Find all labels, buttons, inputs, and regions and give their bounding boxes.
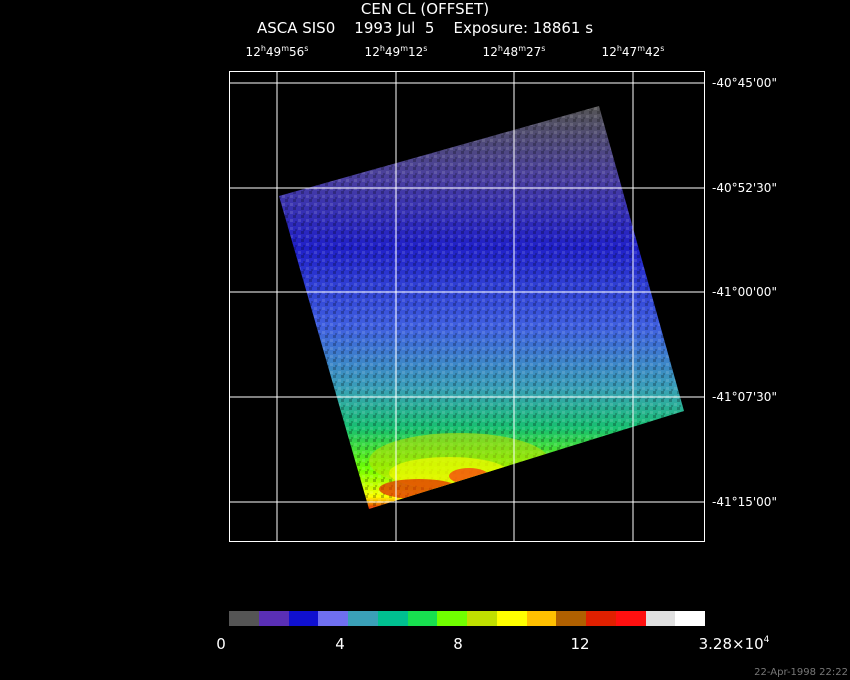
coordinate-grid: [229, 71, 705, 542]
colorbar-segment-2: [288, 611, 319, 626]
colorbar-segment-15: [675, 611, 705, 626]
dec-tick-label-3: -41°00'00": [712, 285, 777, 299]
ra-tick-label-1: 12h49m56s: [245, 44, 309, 59]
colorbar-segment-1: [258, 611, 289, 626]
colorbar-segment-4: [348, 611, 378, 626]
colorbar-label-4: 4: [335, 635, 345, 653]
colorbar-segment-11: [556, 611, 586, 626]
colorbar-segment-14: [645, 611, 676, 626]
ra-tick-label-4: 12h47m42s: [601, 44, 665, 59]
dec-tick-label-4: -41°07'30": [712, 390, 777, 404]
dec-tick-label-2: -40°52'30": [712, 181, 777, 195]
dec-tick-label-1: -40°45'00": [712, 76, 777, 90]
colorbar-segment-9: [496, 611, 527, 626]
ra-tick-label-3: 12h48m27s: [482, 44, 546, 59]
colorbar-segment-8: [467, 611, 497, 626]
colorbar-segment-12: [586, 611, 616, 626]
colorbar-segment-3: [318, 611, 348, 626]
image-subtitle: ASCA SIS0 1993 Jul 5 Exposure: 18861 s: [256, 19, 594, 37]
dec-tick-label-5: -41°15'00": [712, 495, 777, 509]
colorbar-segment-6: [407, 611, 438, 626]
colorbar-label-8: 8: [453, 635, 463, 653]
ra-tick-label-2: 12h49m12s: [364, 44, 428, 59]
colorbar-max-label: 3.28×104: [698, 635, 770, 653]
plot-frame: [229, 71, 705, 542]
colorbar-label-0: 0: [216, 635, 226, 653]
image-title: CEN CL (OFFSET): [360, 0, 490, 18]
colorbar-segment-7: [437, 611, 467, 626]
colorbar-segment-5: [377, 611, 408, 626]
colorbar-label-12: 12: [570, 635, 590, 653]
colorbar: [229, 611, 705, 626]
xray-image-plot: [229, 71, 705, 542]
colorbar-segment-0: [229, 611, 259, 626]
timestamp: 22-Apr-1998 22:22: [754, 667, 848, 678]
colorbar-segment-10: [526, 611, 557, 626]
colorbar-segment-13: [615, 611, 646, 626]
